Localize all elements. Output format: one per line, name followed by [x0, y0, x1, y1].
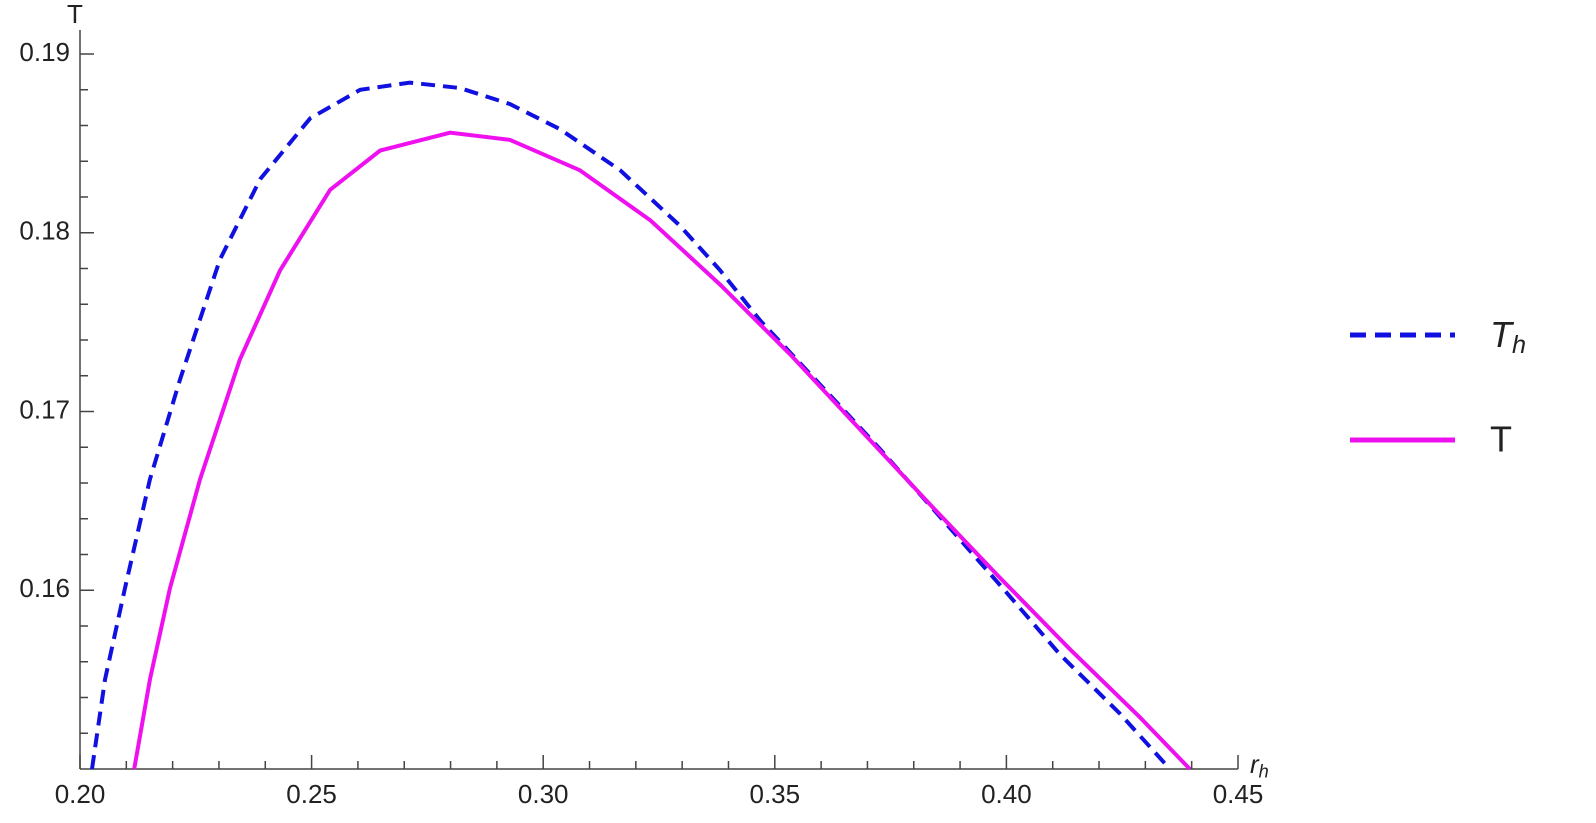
x-tick-label: 0.20	[55, 779, 106, 809]
y-axis-label: T	[67, 0, 83, 29]
y-tick-label: 0.19	[19, 37, 70, 67]
series-line	[90, 80, 1172, 771]
x-tick-label: 0.45	[1213, 779, 1264, 809]
x-tick-label: 0.25	[286, 779, 337, 809]
y-tick-label: 0.16	[19, 573, 70, 603]
x-tick-label: 0.35	[749, 779, 800, 809]
y-tick-label: 0.17	[19, 394, 70, 424]
x-axis-label: rh	[1250, 749, 1269, 781]
x-tick-label: 0.30	[518, 779, 569, 809]
x-tick-label: 0.40	[981, 779, 1032, 809]
series-line	[132, 130, 1192, 771]
y-tick-label: 0.18	[19, 216, 70, 246]
legend-label: Th	[1490, 314, 1526, 359]
legend-label: T	[1490, 419, 1512, 460]
